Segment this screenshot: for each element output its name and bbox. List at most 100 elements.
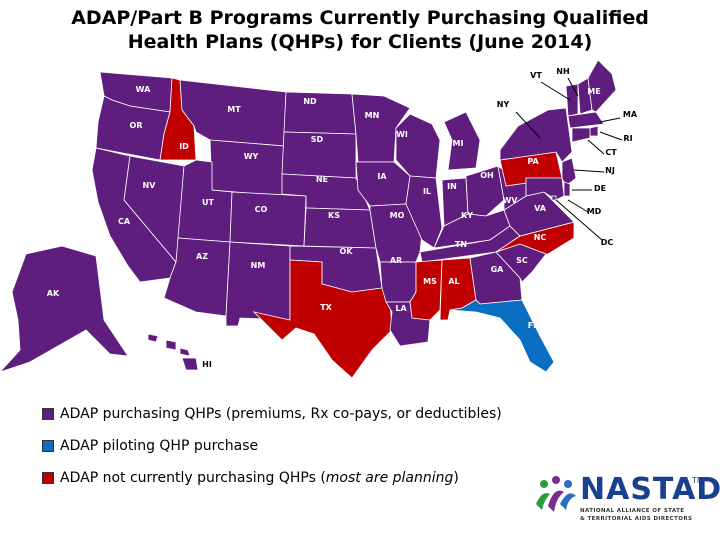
state-label-wi: WI (396, 130, 408, 139)
state-label-nv: NV (143, 181, 157, 190)
state-label-ri: RI (623, 134, 632, 143)
leader-line (555, 199, 603, 241)
legend-label-purchasing: ADAP purchasing QHPs (premiums, Rx co-pa… (60, 406, 502, 422)
legend-label-piloting: ADAP piloting QHP purchase (60, 438, 259, 454)
logo-trademark: TM (692, 476, 704, 485)
state-label-ks: KS (328, 211, 340, 220)
state-de (563, 181, 571, 197)
state-label-ar: AR (390, 256, 402, 265)
logo-subtitle-1: NATIONAL ALLIANCE OF STATE (580, 508, 685, 514)
state-oh (465, 165, 505, 217)
leader-line (540, 81, 571, 101)
state-label-hi: HI (202, 360, 212, 369)
leader-line (599, 131, 623, 141)
state-label-vt: VT (530, 71, 542, 80)
legend-swatch-not-purchasing (42, 472, 54, 484)
state-label-nc: NC (534, 233, 547, 242)
state-ri (589, 125, 599, 137)
leader-line (567, 77, 579, 97)
state-label-il: IL (423, 187, 431, 196)
state-wi (395, 113, 441, 179)
state-mn (351, 93, 411, 163)
state-ny (499, 107, 573, 163)
state-label-tn: TN (455, 240, 467, 249)
state-label-ak: AK (47, 289, 60, 298)
state-label-nm: NM (251, 261, 266, 270)
state-label-ne: NE (316, 175, 328, 184)
logo-wordmark: NASTAD (580, 472, 720, 507)
state-tx (252, 259, 393, 379)
state-label-or: OR (130, 121, 143, 130)
legend: ADAP purchasing QHPs (premiums, Rx co-pa… (42, 398, 502, 494)
state-label-wy: WY (244, 152, 259, 161)
state-labels: WA OR CA NV ID MT WY UT AZ CO NM ND SD NE KS OK TX MN IA MO… (47, 67, 638, 369)
state-label-tx: TX (320, 303, 332, 312)
state-label-wa: WA (136, 85, 151, 94)
state-label-la: LA (395, 304, 407, 313)
state-label-va: VA (534, 204, 547, 213)
state-label-ky: KY (461, 211, 473, 220)
nastad-logo: NASTAD TM NATIONAL ALLIANCE OF STATE & T… (532, 472, 720, 530)
state-vt (565, 83, 579, 117)
state-label-in: IN (447, 182, 457, 191)
state-nd (283, 91, 357, 135)
state-ks (303, 207, 377, 249)
leader-line (587, 139, 605, 155)
legend-item-purchasing: ADAP purchasing QHPs (premiums, Rx co-pa… (42, 398, 502, 430)
state-nj (561, 157, 577, 187)
state-label-ia: IA (377, 172, 387, 181)
state-label-ca: CA (118, 217, 131, 226)
legend-swatch-purchasing (42, 408, 54, 420)
state-label-me: ME (587, 87, 600, 96)
legend-item-not-purchasing: ADAP not currently purchasing QHPs (most… (42, 462, 502, 494)
state-label-fl: FL (528, 321, 539, 330)
page-title: ADAP/Part B Programs Currently Purchasin… (0, 6, 720, 54)
nastad-people-icon (536, 476, 576, 512)
legend-swatch-piloting (42, 440, 54, 452)
state-label-ma: MA (623, 110, 638, 119)
state-label-de: DE (594, 184, 606, 193)
title-line-2: Health Plans (QHPs) for Clients (June 20… (127, 31, 593, 53)
state-label-md: MD (587, 207, 602, 216)
title-line-1: ADAP/Part B Programs Currently Purchasin… (71, 7, 649, 29)
legend-label-not-purchasing-italic: most are planning (325, 470, 454, 486)
state-label-al: AL (448, 277, 459, 286)
state-label-ct: CT (605, 148, 617, 157)
state-co (229, 191, 307, 247)
state-label-oh: OH (480, 171, 494, 180)
state-hi (147, 333, 199, 371)
state-label-nj: NJ (605, 166, 615, 175)
state-label-ga: GA (491, 265, 505, 274)
leader-line (599, 117, 621, 123)
legend-item-piloting: ADAP piloting QHP purchase (42, 430, 502, 462)
state-label-id: ID (179, 142, 189, 151)
state-dc (551, 195, 557, 201)
state-label-wv: WV (502, 196, 518, 205)
state-label-mo: MO (390, 211, 405, 220)
state-ak (0, 245, 129, 373)
state-label-ut: UT (202, 198, 214, 207)
state-label-sc: SC (516, 256, 528, 265)
state-label-ok: OK (340, 247, 354, 256)
state-mi (443, 111, 481, 171)
state-label-mt: MT (227, 105, 241, 114)
state-me (587, 60, 617, 113)
state-label-sd: SD (311, 135, 324, 144)
state-label-mi: MI (453, 139, 464, 148)
leader-line (567, 199, 589, 213)
state-label-mn: MN (365, 111, 380, 120)
legend-label-not-purchasing-suffix: ) (453, 470, 459, 486)
legend-label-not-purchasing-prefix: ADAP not currently purchasing QHPs ( (60, 470, 326, 486)
state-label-nh: NH (556, 67, 569, 76)
state-label-ny: NY (497, 100, 510, 109)
logo-subtitle-2: & TERRITORIAL AIDS DIRECTORS (580, 516, 693, 522)
state-label-az: AZ (196, 252, 208, 261)
leader-line (515, 111, 541, 139)
state-ct (571, 127, 591, 143)
state-ma (567, 111, 605, 129)
us-map: WA OR CA NV ID MT WY UT AZ CO NM ND SD NE KS OK TX MN IA MO… (0, 60, 638, 379)
state-label-nd: ND (303, 97, 317, 106)
leader-line (573, 169, 605, 173)
state-label-dc: DC (601, 238, 614, 247)
states-layer (0, 60, 617, 379)
